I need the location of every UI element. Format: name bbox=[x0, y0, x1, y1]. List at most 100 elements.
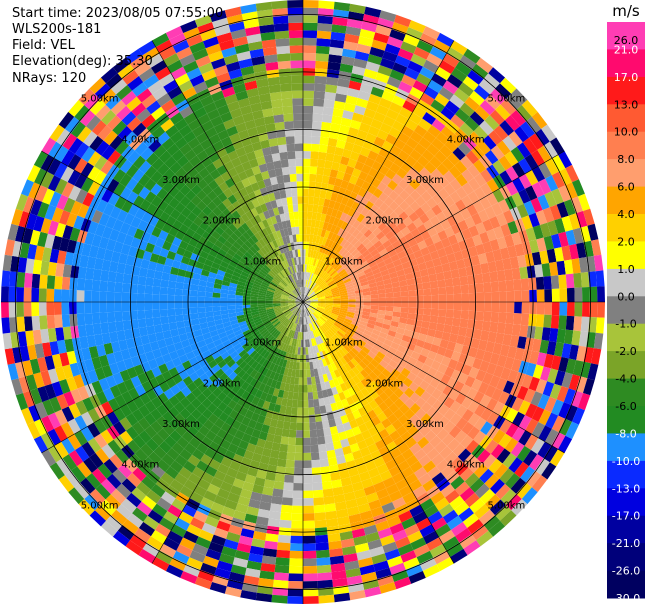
gate-cell bbox=[229, 132, 241, 144]
gate-cell bbox=[232, 219, 242, 230]
gate-cell bbox=[200, 29, 217, 42]
gate-cell bbox=[303, 513, 315, 521]
gate-cell bbox=[565, 315, 575, 331]
gate-cell bbox=[197, 569, 215, 582]
gate-cell bbox=[310, 304, 318, 308]
gate-cell bbox=[310, 437, 318, 446]
gate-cell bbox=[251, 452, 262, 463]
gate-cell bbox=[345, 567, 362, 578]
gate-cell bbox=[345, 26, 362, 37]
gate-cell bbox=[327, 61, 341, 71]
gate-cell bbox=[298, 272, 301, 280]
gate-cell bbox=[373, 456, 386, 468]
gate-cell bbox=[317, 390, 324, 399]
gate-cell bbox=[489, 478, 505, 495]
gate-cell bbox=[382, 435, 394, 446]
gate-cell bbox=[292, 307, 299, 314]
gate-cell bbox=[106, 178, 120, 193]
gate-cell bbox=[389, 562, 406, 575]
gate-cell bbox=[255, 354, 264, 364]
gate-cell bbox=[499, 344, 510, 357]
gate-cell bbox=[265, 226, 273, 235]
gate-cell bbox=[176, 380, 187, 391]
gate-cell bbox=[234, 164, 245, 175]
gate-cell bbox=[220, 244, 230, 253]
gate-cell bbox=[42, 342, 52, 357]
gate-cell bbox=[127, 150, 141, 165]
gate-cell bbox=[288, 15, 303, 23]
gate-cell bbox=[324, 307, 333, 312]
gate-cell bbox=[259, 288, 268, 293]
gate-cell bbox=[495, 83, 512, 100]
gate-cell bbox=[192, 125, 205, 138]
gate-cell bbox=[468, 458, 483, 473]
gate-cell bbox=[297, 296, 303, 302]
gate-cell bbox=[235, 264, 245, 272]
gate-cell bbox=[384, 283, 393, 289]
gate-cell bbox=[426, 143, 440, 157]
gate-cell bbox=[325, 302, 334, 304]
gate-cell bbox=[250, 302, 258, 305]
colorbar-swatch bbox=[607, 570, 645, 599]
gate-cell bbox=[486, 178, 500, 193]
gate-cell bbox=[253, 223, 262, 233]
gate-cell bbox=[344, 264, 352, 271]
gate-cell bbox=[368, 223, 378, 233]
gate-cell bbox=[247, 323, 256, 330]
gate-cell bbox=[77, 461, 92, 478]
gate-cell bbox=[319, 326, 326, 334]
colorbar-tick-label: -1.0 bbox=[615, 318, 636, 331]
gate-cell bbox=[151, 126, 166, 140]
gate-cell bbox=[197, 382, 208, 393]
gate-cell bbox=[138, 430, 152, 444]
gate-cell bbox=[356, 243, 365, 252]
gate-cell bbox=[293, 257, 298, 266]
gate-cell bbox=[105, 494, 122, 510]
gate-cell bbox=[273, 292, 282, 297]
gate-cell bbox=[482, 320, 491, 332]
gate-cell bbox=[240, 213, 250, 223]
gate-cell bbox=[346, 182, 356, 192]
gate-cell bbox=[285, 235, 291, 244]
gate-cell bbox=[378, 265, 388, 273]
gate-cell bbox=[83, 131, 98, 147]
gate-cell bbox=[110, 100, 127, 116]
gate-cell bbox=[341, 346, 349, 355]
gate-cell bbox=[262, 486, 274, 496]
gate-cell bbox=[74, 158, 88, 174]
gate-cell bbox=[486, 228, 497, 242]
gate-cell bbox=[170, 131, 184, 144]
gate-cell bbox=[349, 151, 360, 161]
gate-cell bbox=[304, 309, 307, 317]
gate-cell bbox=[31, 287, 40, 302]
gate-cell bbox=[290, 322, 295, 331]
gate-cell bbox=[167, 302, 175, 310]
gate-cell bbox=[204, 145, 217, 157]
gate-cell bbox=[383, 257, 393, 266]
gate-cell bbox=[354, 194, 364, 204]
gate-cell bbox=[335, 194, 344, 204]
gate-cell bbox=[262, 194, 271, 204]
gate-cell bbox=[374, 321, 384, 328]
gate-cell bbox=[442, 385, 454, 397]
gate-cell bbox=[354, 50, 370, 62]
gate-cell bbox=[518, 400, 531, 416]
gate-cell bbox=[360, 369, 369, 379]
gate-cell bbox=[489, 239, 500, 252]
gate-cell bbox=[430, 287, 439, 296]
gate-cell bbox=[535, 314, 545, 328]
gate-cell bbox=[233, 366, 243, 375]
gate-cell bbox=[311, 353, 316, 362]
gate-cell bbox=[228, 223, 238, 233]
gate-cell bbox=[448, 165, 462, 179]
gate-cell bbox=[458, 507, 474, 522]
gate-cell bbox=[75, 188, 88, 204]
gate-cell bbox=[547, 368, 559, 384]
gate-cell bbox=[288, 303, 296, 306]
gate-cell bbox=[576, 345, 587, 362]
gate-cell bbox=[256, 438, 266, 448]
gate-cell bbox=[235, 237, 245, 247]
gate-cell bbox=[316, 428, 325, 438]
gate-cell bbox=[125, 426, 139, 440]
gate-cell bbox=[288, 22, 303, 31]
